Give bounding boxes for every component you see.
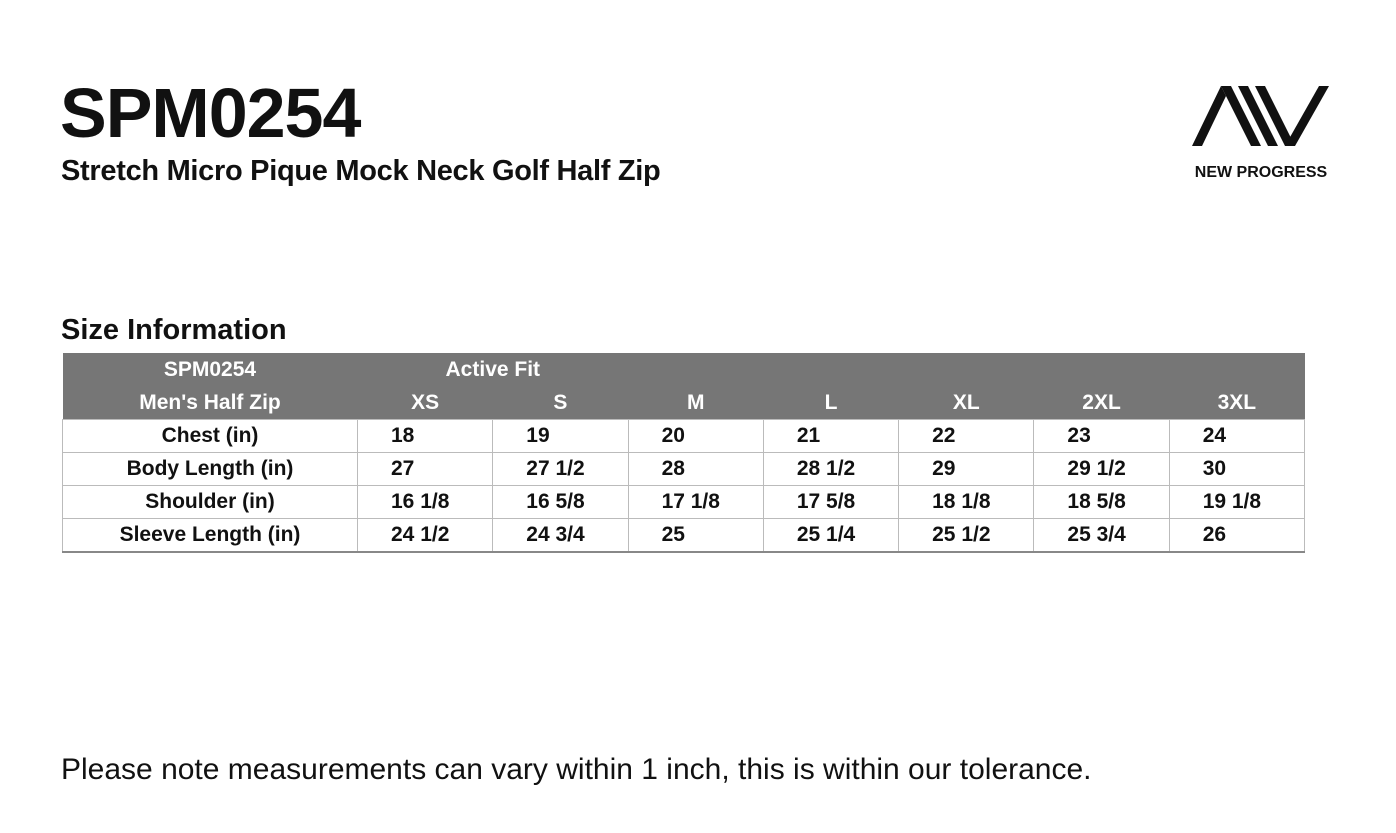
table-cell: 27 [356, 452, 494, 486]
table-cell: 17 5/8 [762, 485, 900, 519]
table-cell: 24 [1168, 419, 1306, 453]
table-cell: 18 1/8 [898, 485, 1035, 519]
brand-name: NEW PROGRESS [1194, 164, 1328, 181]
size-header: S [492, 386, 629, 420]
table-cell: 16 5/8 [492, 485, 629, 519]
table-cell: 27 1/2 [492, 452, 629, 486]
row-label: Shoulder (in) [62, 485, 358, 519]
table-cell: 25 1/4 [762, 518, 900, 553]
size-header: 2XL [1033, 386, 1170, 420]
product-code: SPM0254 [60, 74, 361, 152]
table-cell: 17 1/8 [627, 485, 764, 519]
size-header: XS [357, 386, 493, 420]
size-header-row: Men's Half Zip XS S M L XL 2XL 3XL [62, 386, 1305, 420]
table-cell: 26 [1168, 518, 1306, 553]
table-cell: 19 1/8 [1168, 485, 1306, 519]
table-cell: 21 [762, 419, 900, 453]
table-cell: 16 1/8 [356, 485, 494, 519]
product-name: Stretch Micro Pique Mock Neck Golf Half … [61, 155, 661, 187]
table-cell: 18 [356, 419, 494, 453]
product-header: Men's Half Zip [62, 386, 358, 420]
table-cell: 28 [627, 452, 764, 486]
header-row-1: SPM0254 Active Fit [62, 353, 1305, 386]
row-label: Chest (in) [62, 419, 358, 453]
row-label: Sleeve Length (in) [62, 518, 358, 553]
table-cell: 29 1/2 [1033, 452, 1170, 486]
code-header: SPM0254 [62, 353, 358, 386]
size-header: XL [898, 386, 1034, 420]
table-cell: 19 [492, 419, 629, 453]
table-row: Chest (in) 18 19 20 21 22 23 24 [62, 419, 1306, 453]
table-row: Sleeve Length (in) 24 1/2 24 3/4 25 25 1/4 25… [62, 518, 1306, 553]
size-header: L [763, 386, 899, 420]
table-cell: 20 [627, 419, 764, 453]
tolerance-note: Please note measurements can vary within… [61, 753, 1092, 786]
table-cell: 23 [1033, 419, 1170, 453]
table-cell: 24 1/2 [356, 518, 494, 553]
table-cell: 25 [627, 518, 764, 553]
table-cell: 25 1/2 [898, 518, 1035, 553]
table-cell: 24 3/4 [492, 518, 629, 553]
table-cell: 29 [898, 452, 1035, 486]
table-cell: 30 [1168, 452, 1306, 486]
table-row: Body Length (in) 27 27 1/2 28 28 1/2 29 29 1/2… [62, 452, 1306, 486]
table-cell: 28 1/2 [762, 452, 900, 486]
size-header: M [628, 386, 764, 420]
fit-header: Active Fit [357, 353, 629, 386]
table-row: Shoulder (in) 16 1/8 16 5/8 17 1/8 17 5/8 18 … [62, 485, 1306, 519]
row-label: Body Length (in) [62, 452, 358, 486]
table-cell: 22 [898, 419, 1035, 453]
table-cell: 25 3/4 [1033, 518, 1170, 553]
section-title: Size Information [61, 314, 287, 346]
size-header: 3XL [1169, 386, 1305, 420]
brand-logo-icon [1192, 86, 1329, 146]
size-table: SPM0254 Active Fit Men's Half Zip XS S M L X… [62, 353, 1306, 553]
table-cell: 18 5/8 [1033, 485, 1170, 519]
